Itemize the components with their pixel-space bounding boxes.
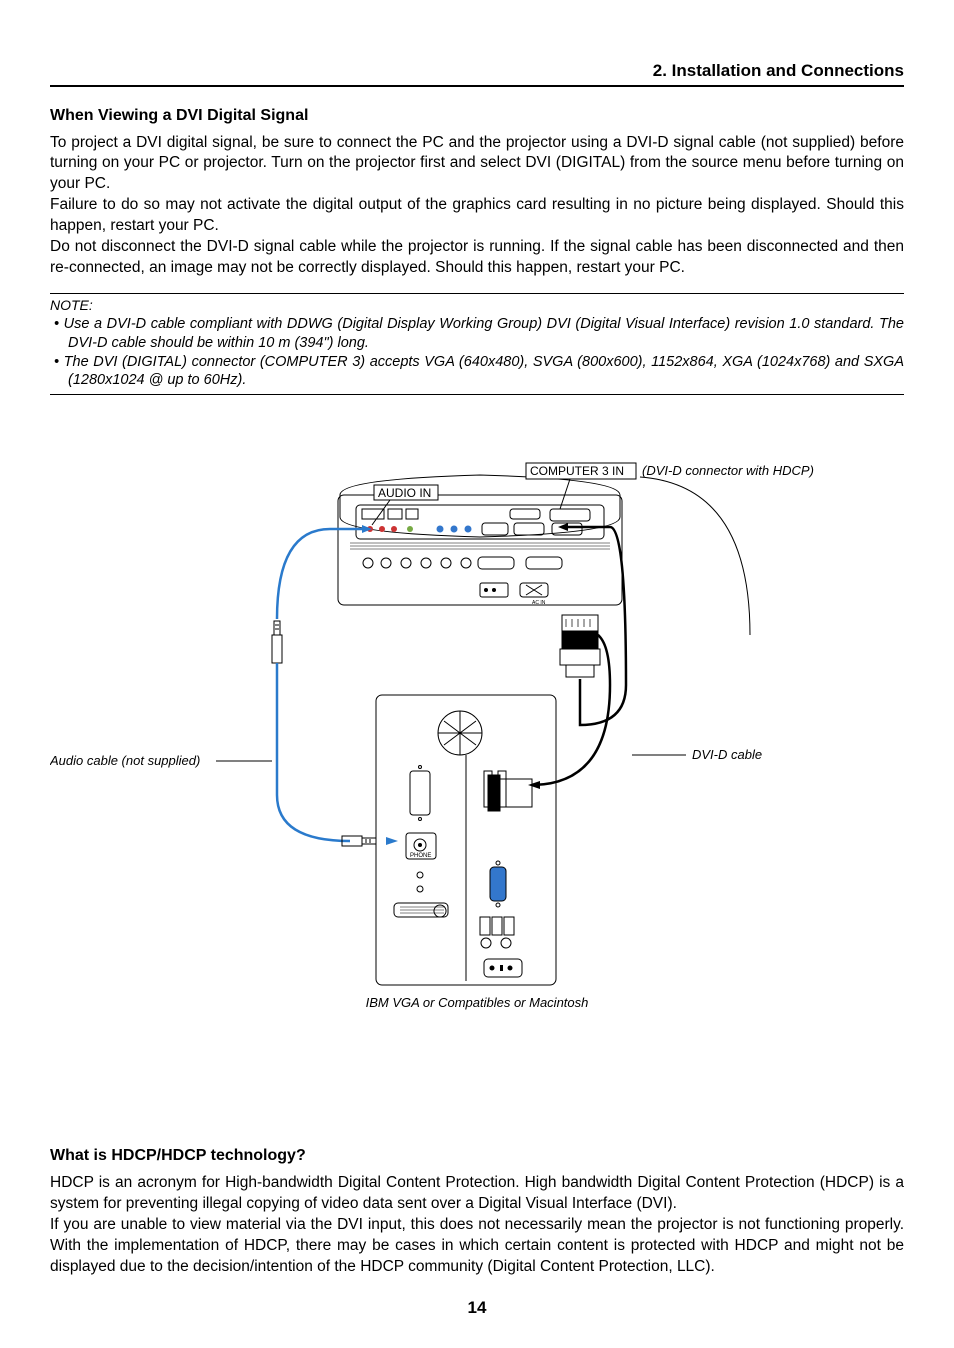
section2-para1: HDCP is an acronym for High-bandwidth Di…	[50, 1173, 904, 1215]
header-title: 2. Installation and Connections	[653, 61, 904, 80]
page-number: 14	[0, 1297, 954, 1320]
note-item-1: Use a DVI-D cable compliant with DDWG (D…	[50, 315, 904, 353]
computer3-desc: (DVI-D connector with HDCP)	[642, 463, 814, 478]
connection-diagram: AC IN COMPUTER 3 IN (DVI-D connector wit…	[50, 435, 904, 1055]
audio-in-label: AUDIO IN	[378, 486, 431, 500]
phone-label: PHONE	[410, 853, 431, 859]
note-block: NOTE: Use a DVI-D cable compliant with D…	[50, 293, 904, 395]
diagram-svg: AC IN COMPUTER 3 IN (DVI-D connector wit…	[50, 435, 904, 1015]
audio-cable-lower	[277, 663, 350, 841]
note-label: NOTE:	[50, 296, 904, 315]
audio-plug-top-icon	[272, 621, 282, 663]
dvid-cable-label-group: DVI-D cable	[632, 747, 762, 762]
pc-tower-icon: PHONE	[376, 695, 556, 985]
section2-para2: If you are unable to view material via t…	[50, 1215, 904, 1278]
note-item-2: The DVI (DIGITAL) connector (COMPUTER 3)…	[50, 353, 904, 391]
section1-para2: Failure to do so may not activate the di…	[50, 195, 904, 237]
section1-para1: To project a DVI digital signal, be sure…	[50, 133, 904, 196]
dvid-cable-path-lower	[534, 635, 610, 785]
section2-title: What is HDCP/HDCP technology?	[50, 1145, 904, 1167]
dvid-cable-path-upper	[562, 527, 626, 725]
dvid-cable-label: DVI-D cable	[692, 747, 762, 762]
section-header: 2. Installation and Connections	[50, 60, 904, 87]
audio-cable-label: Audio cable (not supplied)	[50, 753, 200, 768]
section-hdcp: What is HDCP/HDCP technology? HDCP is an…	[50, 1145, 904, 1277]
dvid-connector-icon	[560, 615, 600, 677]
section1-para3: Do not disconnect the DVI-D signal cable…	[50, 237, 904, 279]
section1-title: When Viewing a DVI Digital Signal	[50, 105, 904, 127]
computer3-label: COMPUTER 3 IN	[530, 464, 624, 478]
diagram-caption: IBM VGA or Compatibles or Macintosh	[366, 995, 589, 1010]
svg-text:AC IN: AC IN	[532, 600, 546, 606]
section-dvi-signal: When Viewing a DVI Digital Signal To pro…	[50, 105, 904, 279]
audio-cable-label-group: Audio cable (not supplied)	[50, 753, 272, 768]
